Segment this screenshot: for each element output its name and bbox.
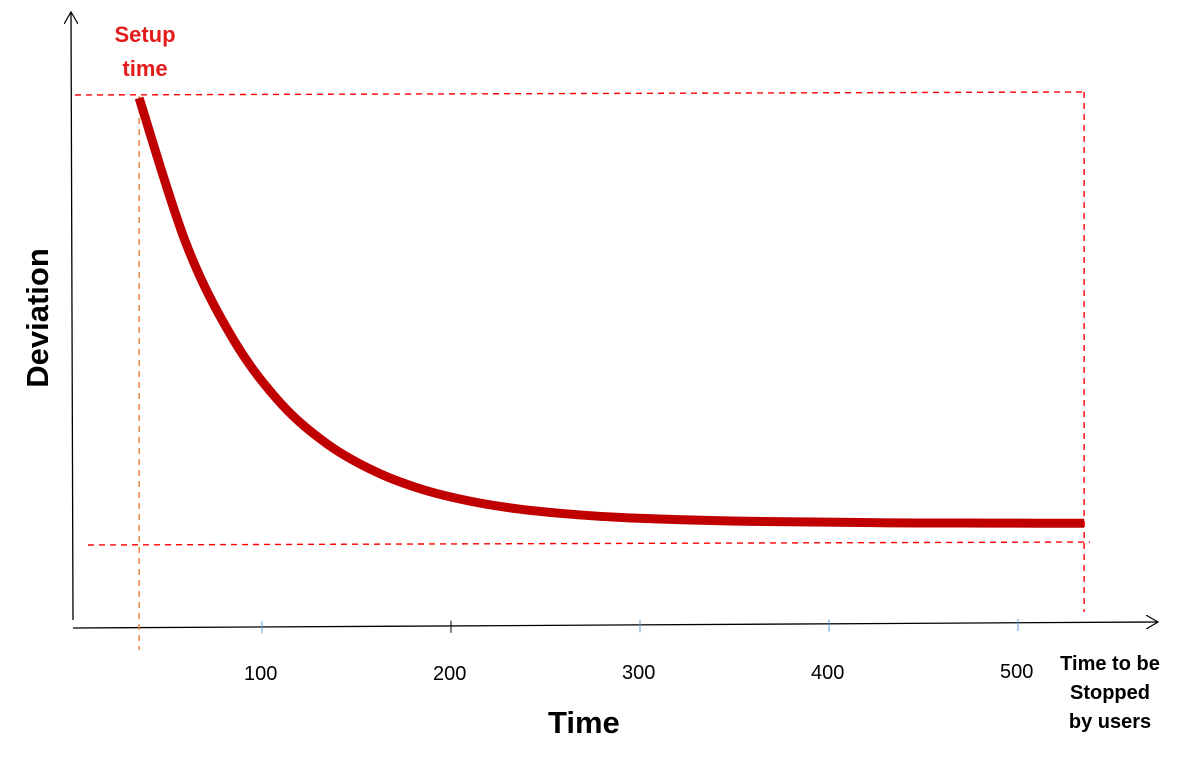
x-ticks [261,619,1019,634]
top-level-guide [74,91,1085,96]
setup-time-annotation: Setup time [114,22,176,81]
deviation-curve [134,96,1085,528]
x-tick-label: 500 [1000,661,1034,683]
x-tick-label: 300 [622,662,656,685]
series-group [134,96,1085,528]
stop-time-annotation-line-3: by users [1068,711,1152,733]
y-axis-label: Deviation [20,248,55,388]
reference-guides [74,91,1091,650]
stop-time-annotation-line-2: Stopped [1070,682,1150,704]
x-tick-label: 400 [811,661,845,684]
axes [71,12,1158,628]
x-tick-label: 200 [433,662,467,685]
stop-time-annotation-line-1: Time to be [1060,653,1160,675]
y-axis-line [71,12,73,621]
x-tick-label: 100 [244,663,278,686]
x-axis-label: Time [548,705,620,740]
x-axis-line [72,622,1158,628]
bottom-level-guide [87,541,1091,546]
stop-time-annotation: Time to be Stopped by users [1050,650,1170,737]
